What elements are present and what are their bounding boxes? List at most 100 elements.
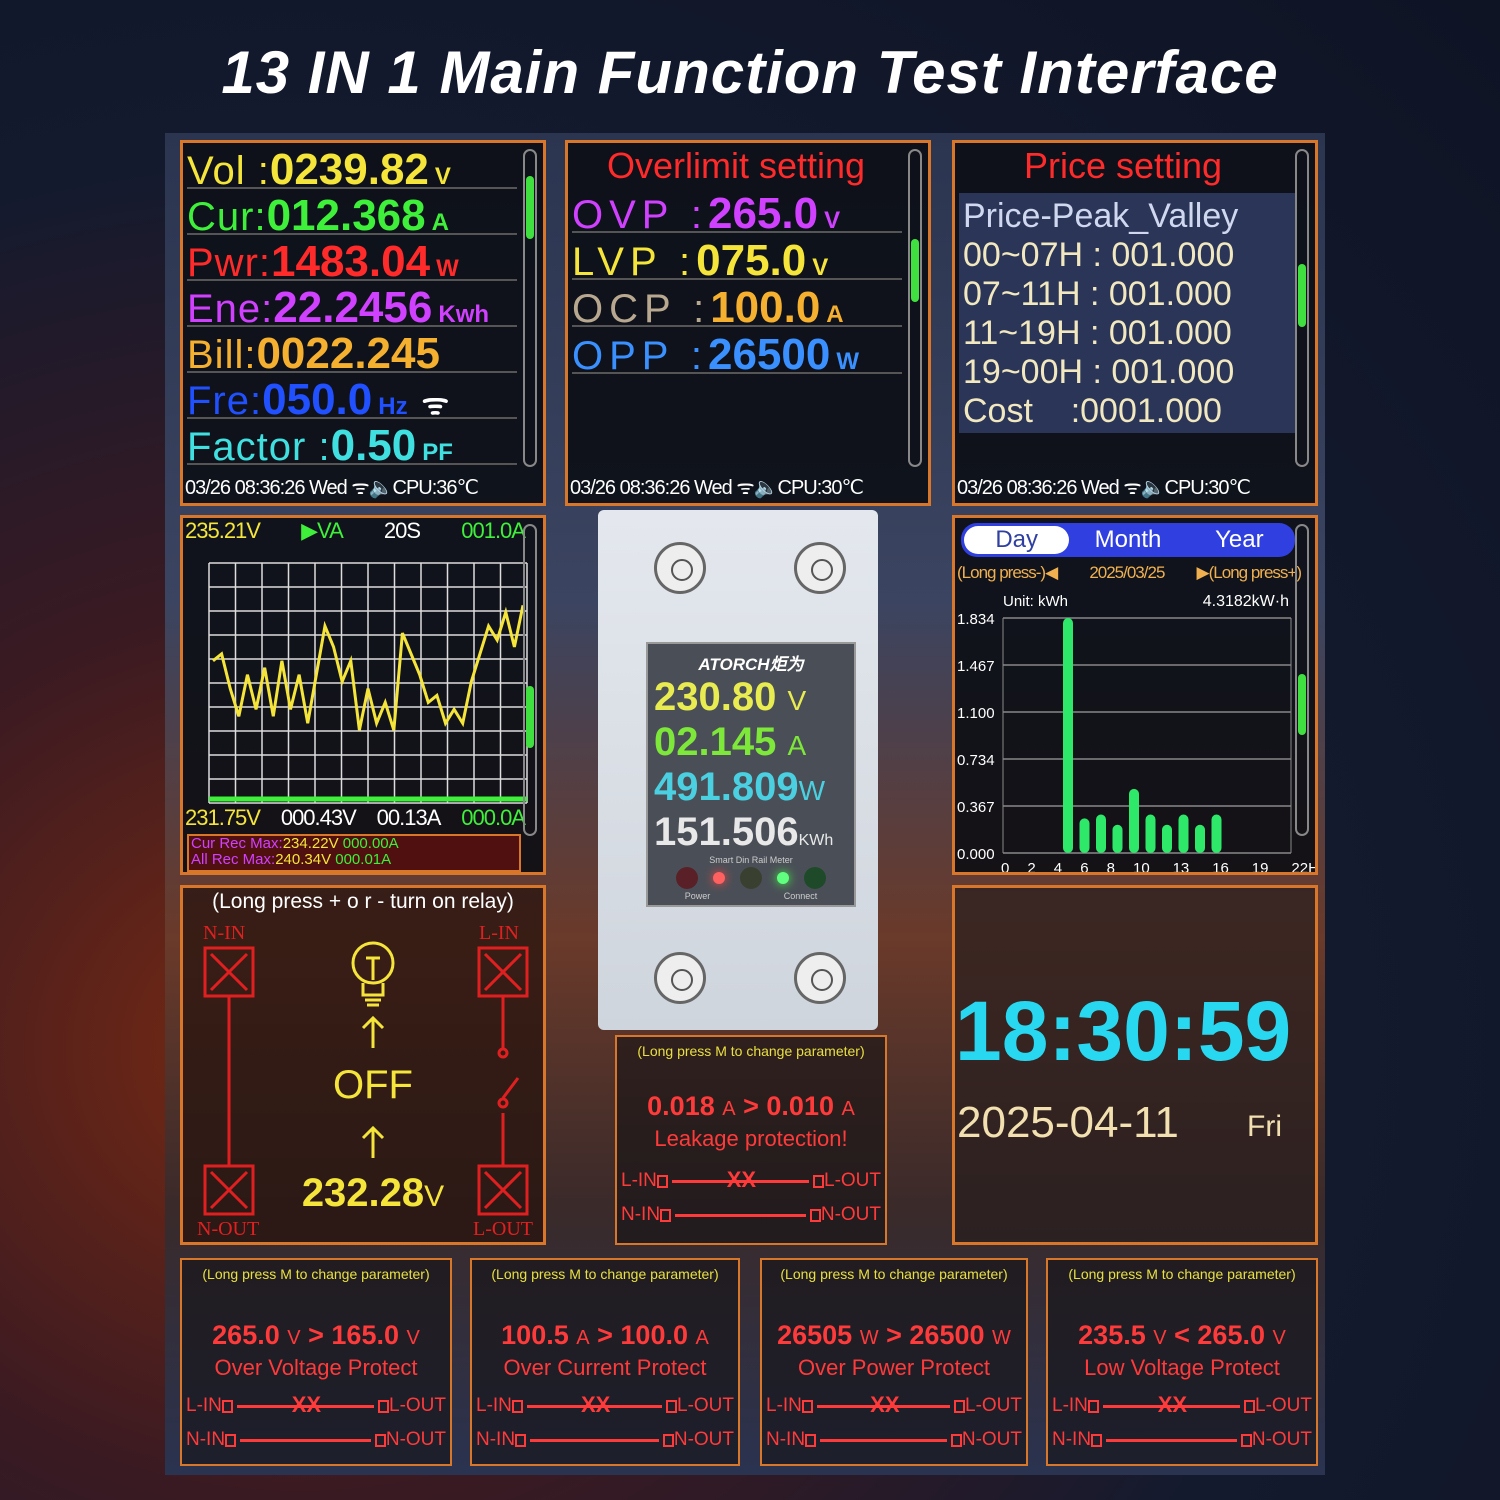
tab-day[interactable]: Day <box>964 526 1070 554</box>
terminal-icon <box>656 1174 668 1188</box>
minus-button[interactable] <box>675 867 698 889</box>
wire-out-label: N-OUT <box>673 1429 734 1450</box>
connect-label: Connect <box>783 891 818 901</box>
scrollbar-thumb[interactable] <box>526 176 534 239</box>
l-out-label: L-OUT <box>473 1218 533 1240</box>
measure-value: 050.0 <box>262 375 373 424</box>
wire-out-label: L-OUT <box>389 1395 446 1416</box>
wave-header-value: 235.21V <box>185 518 261 543</box>
overlimit-title: Overlimit setting <box>606 145 866 186</box>
price-row[interactable]: 07~11H : 001.000 <box>963 275 1232 313</box>
measured-value: 100.5 <box>501 1320 569 1350</box>
terminal-icon <box>809 1208 821 1222</box>
measure-unit: A <box>431 209 449 236</box>
wire-n: N-IN N-OUT <box>766 1428 1022 1452</box>
break-icon: XX <box>580 1391 611 1417</box>
l-in-label: L-IN <box>479 922 519 944</box>
measure-row: Cur:012.368 A <box>187 191 517 240</box>
limit-row[interactable]: OVP :265.0 V <box>572 189 902 238</box>
break-icon: XX <box>726 1166 757 1192</box>
n-out-label: N-OUT <box>197 1218 260 1240</box>
scrollbar[interactable] <box>523 524 537 836</box>
limit-row[interactable]: OPP :26500 W <box>572 330 902 379</box>
wire-in-label: N-IN <box>766 1429 806 1450</box>
scrollbar-thumb[interactable] <box>526 686 534 748</box>
tab-year[interactable]: Year <box>1215 526 1264 553</box>
wave-footer-value: 000.43V <box>280 805 357 830</box>
scrollbar-thumb[interactable] <box>911 238 919 302</box>
wifi-icon: ᯤ <box>1118 477 1141 499</box>
measure-label: Cur: <box>187 195 267 239</box>
x-tick-label: 10 <box>1133 860 1150 875</box>
total-energy: 4.3182kW·h <box>1202 593 1289 610</box>
terminal-icon <box>660 1208 672 1222</box>
plus-button[interactable] <box>804 867 827 889</box>
x-tick-label: 8 <box>1107 860 1115 875</box>
energy-bar <box>1195 824 1205 853</box>
wire-line <box>240 1438 371 1442</box>
voltage-line <box>212 605 525 731</box>
price-row[interactable]: 19~00H : 001.000 <box>963 353 1235 391</box>
break-icon: XX <box>870 1391 900 1417</box>
wave-header-value[interactable]: ▶VA <box>301 518 344 543</box>
scrollbar[interactable] <box>1295 524 1309 836</box>
status-bar: 03/26 08:36:26 Wed ᯤ🔈CPU:36℃ <box>185 473 541 501</box>
device-current: 02.145 <box>654 720 777 764</box>
measure-value: 1483.04 <box>271 237 431 286</box>
unit: V <box>287 1327 301 1349</box>
wire-n: N-IN N-OUT <box>186 1428 446 1452</box>
price-heading: Price-Peak_Valley <box>963 197 1239 235</box>
measure-row: Fre:050.0 Hz ᯤ <box>187 375 517 424</box>
datetime: 03/26 08:36:26 Wed <box>185 477 348 499</box>
scrollbar[interactable] <box>1295 149 1309 467</box>
speaker-icon: 🔈 <box>753 477 779 499</box>
limit-label: OPP : <box>572 334 708 378</box>
unit-label: Unit: kWh <box>1003 593 1069 610</box>
wire-in-label: N-IN <box>476 1429 516 1450</box>
relay-state: OFF <box>333 1063 413 1107</box>
x-tick-label: 4 <box>1054 860 1062 875</box>
cpu-temp: CPU:30℃ <box>777 477 864 499</box>
unit: W <box>798 775 826 806</box>
price-row[interactable]: 11~19H : 001.000 <box>963 314 1232 352</box>
limit-row[interactable]: OCP :100.0 A <box>572 283 902 332</box>
x-tick-label: 22H <box>1291 860 1318 875</box>
scrollbar-thumb[interactable] <box>1298 673 1306 736</box>
limit-value: 100.0 <box>620 1320 688 1350</box>
comparison: 265.0 V > 165.0 V <box>182 1320 450 1351</box>
screw-icon <box>654 952 706 1004</box>
wire-out-label: L-OUT <box>965 1395 1022 1416</box>
scrollbar[interactable] <box>908 149 922 467</box>
protection-screen: (Long press M to change parameter) 100.5 … <box>470 1258 740 1466</box>
prev-day-button[interactable]: (Long press-)◀ <box>957 563 1058 582</box>
terminal-icon <box>950 1433 962 1447</box>
status-bar: 03/26 08:36:26 Wed ᯤ🔈CPU:30℃ <box>570 473 926 501</box>
energy-bar <box>1063 618 1073 853</box>
next-day-button[interactable]: ▶(Long press+) <box>1196 563 1302 582</box>
relay-diagram <box>203 941 529 1216</box>
wire-in-label: L-IN <box>476 1395 512 1416</box>
m-button[interactable] <box>739 867 762 889</box>
tab-month[interactable]: Month <box>1094 526 1162 553</box>
measured-value: 0.018 <box>647 1091 715 1121</box>
measure-value: 0.50 <box>330 421 417 470</box>
x-tick-label: 16 <box>1212 860 1229 875</box>
wire-line <box>820 1438 947 1442</box>
limit-row[interactable]: LVP :075.0 V <box>572 236 902 285</box>
measured-value: 26505 <box>777 1320 853 1350</box>
protection-screen: (Long press M to change parameter) 0.018 … <box>615 1035 887 1245</box>
protection-name: Over Current Protect <box>503 1355 707 1380</box>
record-label: All Rec Max: <box>191 851 276 868</box>
unit: A <box>695 1327 709 1349</box>
price-row[interactable]: 00~07H : 001.000 <box>963 236 1235 274</box>
n-in-label: N-IN <box>203 922 246 944</box>
scrollbar-thumb[interactable] <box>1298 264 1306 327</box>
terminal-icon <box>374 1433 386 1447</box>
device-power: 491.809 <box>654 765 799 809</box>
speaker-icon: 🔈 <box>368 477 394 499</box>
wave-header-value[interactable]: 20S <box>383 518 421 543</box>
power-led-icon <box>712 872 725 884</box>
measure-row: Pwr:1483.04 W <box>187 237 517 286</box>
scrollbar[interactable] <box>523 149 537 467</box>
price-row[interactable]: Cost :0001.000 <box>963 392 1222 430</box>
